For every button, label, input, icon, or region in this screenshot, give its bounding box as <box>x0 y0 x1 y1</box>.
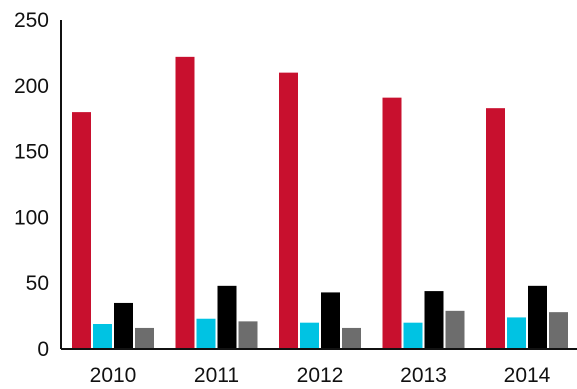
bar-2014-series-4 <box>549 312 568 349</box>
y-tick-label: 0 <box>37 338 49 361</box>
x-tick-label-2014: 2014 <box>504 364 551 387</box>
bar-2012-series-1 <box>279 72 298 349</box>
bar-2013-series-2 <box>403 322 423 349</box>
x-tick-label-2010: 2010 <box>90 364 137 387</box>
bar-2010-series-4 <box>135 327 154 349</box>
x-tick-label-2011: 2011 <box>194 364 239 387</box>
x-tick-label-2012: 2012 <box>297 364 344 387</box>
y-tick-label: 50 <box>26 272 49 295</box>
y-tick-label: 200 <box>14 75 49 98</box>
bar-2013-series-1 <box>382 97 402 349</box>
bar-2012-series-2 <box>300 322 319 349</box>
bar-2014-series-1 <box>486 108 505 349</box>
bar-2014-series-2 <box>507 317 526 349</box>
y-axis-tick-labels: 0 50 100 150 200 250 <box>14 9 49 361</box>
bar-2010-series-1 <box>72 112 91 350</box>
y-tick-label: 100 <box>14 206 49 229</box>
bar-2010-series-3 <box>114 302 133 349</box>
bar-2011-series-4 <box>238 321 258 349</box>
bar-2013-series-3 <box>424 291 444 349</box>
bar-2014-series-3 <box>528 285 547 349</box>
bars-layer <box>72 56 568 350</box>
y-tick-label: 150 <box>14 141 49 164</box>
bar-2010-series-2 <box>93 323 112 349</box>
bar-2012-series-4 <box>342 327 361 349</box>
x-tick-label-2013: 2013 <box>400 364 447 387</box>
bar-2012-series-3 <box>321 292 340 349</box>
bar-2013-series-4 <box>445 310 465 349</box>
axes-layer <box>60 20 577 350</box>
y-tick-label: 250 <box>14 9 49 32</box>
bar-2011-series-1 <box>175 56 195 350</box>
bar-2011-series-3 <box>217 285 237 349</box>
x-axis-tick-labels: 2010 2011 2012 2013 2014 <box>90 364 551 387</box>
bar-2011-series-2 <box>196 318 216 349</box>
